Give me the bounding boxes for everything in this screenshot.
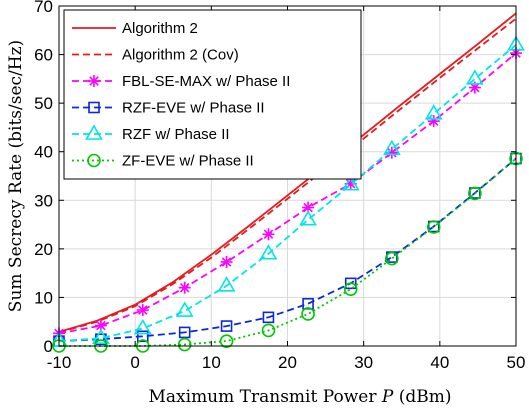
legend-triangle-marker [85, 124, 103, 140]
x-axis-label-suffix: (dBm) [393, 387, 451, 407]
series-3-asterisk-marker [385, 146, 398, 159]
series-3-line [58, 52, 517, 335]
y-tick-label: 0 [44, 337, 53, 356]
series-3 [53, 47, 522, 340]
legend-entry: RZF-EVE w/ Phase II [72, 100, 265, 117]
y-axis-label: Sum Secrecy Rate (bits/sec/Hz) [6, 40, 26, 312]
x-tick-label: 20 [278, 353, 297, 372]
series-4-square-marker [344, 277, 357, 290]
series-3-asterisk-stroke [221, 257, 232, 267]
series-3-asterisk-stroke [303, 202, 313, 213]
legend-asterisk-marker [88, 75, 100, 87]
legend-circle-marker [87, 153, 101, 168]
series-6-circle-marker [343, 282, 358, 296]
series-4-square-marker [178, 326, 191, 339]
series-3-asterisk-marker [262, 228, 275, 241]
x-tick-label: 10 [202, 353, 221, 372]
legend-entry: FBL-SE-MAX w/ Phase II [72, 73, 290, 90]
series-6-circle-marker [219, 334, 234, 348]
y-tick-label: 10 [34, 288, 53, 307]
series-4-square-marker [136, 330, 149, 343]
series-3-asterisk-stroke [387, 147, 397, 158]
series-5-triangle-marker [259, 244, 278, 260]
series-3-asterisk-stroke [138, 305, 148, 315]
series-2-line [58, 17, 517, 334]
legend: Algorithm 2 Algorithm 2 (Cov) FBL-SE-MAX w… [63, 9, 362, 180]
x-axis-label-prefix: Maximum Transmit Power [149, 387, 382, 407]
series-6-circle-marker [261, 323, 276, 338]
legend-box [63, 9, 362, 180]
series-5-triangle-marker [217, 276, 236, 292]
series-3-asterisk-marker [136, 304, 149, 317]
legend-label: Algorithm 2 [122, 20, 198, 37]
x-tick-label: 30 [354, 353, 373, 372]
legend-asterisk-stroke [89, 76, 99, 86]
series-6-circle-marker [468, 186, 482, 201]
y-tick-label: 50 [34, 94, 53, 113]
series-6-circle-marker [301, 307, 315, 321]
legend-label: RZF-EVE w/ Phase II [122, 100, 265, 117]
series-5-triangle-marker [341, 175, 360, 191]
x-tick-label: -10 [47, 353, 72, 372]
series-6-circle-marker [426, 220, 441, 234]
legend-entry: RZF w/ Phase II [72, 124, 230, 143]
series-6-circle-marker [177, 337, 192, 352]
y-tick-label: 30 [34, 191, 53, 210]
series-6-circle-marker [385, 251, 399, 266]
legend-label: RZF w/ Phase II [122, 126, 230, 143]
x-tick-label: 40 [430, 353, 449, 372]
y-tick-label: 70 [34, 0, 53, 16]
series-3-asterisk-marker [178, 281, 191, 294]
legend-label: Algorithm 2 (Cov) [122, 47, 239, 64]
y-tick-label: 60 [34, 46, 53, 65]
legend-square-marker [88, 101, 100, 114]
series-5-triangle-marker [92, 328, 110, 345]
series-4-square-marker [262, 311, 275, 324]
series-1-line [58, 12, 517, 333]
series-3-asterisk-stroke [470, 82, 480, 93]
y-tick-label: 20 [34, 240, 53, 259]
series-3-asterisk-marker [220, 255, 233, 268]
series-5-triangle-marker [299, 210, 317, 226]
legend-entry: Algorithm 2 (Cov) [72, 47, 239, 64]
series-3-asterisk-marker [94, 319, 107, 332]
legend-label: FBL-SE-MAX w/ Phase II [122, 73, 290, 90]
series-2 [58, 17, 517, 334]
series-5-triangle-marker [465, 69, 484, 85]
series-5-triangle-marker [175, 301, 194, 317]
y-tick-label: 40 [34, 143, 53, 162]
series-5-triangle-marker [424, 104, 443, 120]
series-4-square-marker [220, 320, 233, 332]
x-axis-label-variable: P [381, 387, 394, 407]
series-5-line [58, 44, 517, 342]
x-axis-label: Maximum Transmit Power P (dBm) [149, 387, 452, 407]
series-3-asterisk-stroke [263, 229, 274, 240]
legend-entry: ZF-EVE w/ Phase II [72, 153, 254, 170]
series-1 [58, 12, 517, 333]
series-5-triangle-marker [133, 318, 152, 335]
series-5-triangle-marker [382, 139, 401, 156]
legend-label: ZF-EVE w/ Phase II [122, 153, 254, 170]
x-tick-label: 0 [130, 353, 139, 372]
series-3-asterisk-stroke [96, 320, 106, 331]
series-3-asterisk-stroke [179, 282, 190, 293]
legend-entry: Algorithm 2 [72, 20, 198, 37]
x-tick-label: 50 [507, 353, 526, 372]
